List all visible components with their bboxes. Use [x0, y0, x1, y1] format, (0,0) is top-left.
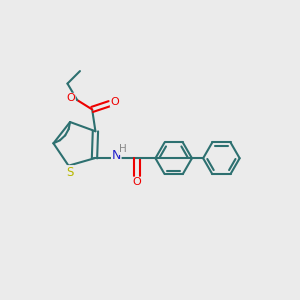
Text: H: H: [119, 144, 127, 154]
Text: O: O: [132, 177, 141, 188]
Text: S: S: [66, 166, 74, 179]
Text: O: O: [110, 97, 119, 107]
Text: N: N: [112, 149, 121, 162]
Text: O: O: [66, 93, 75, 103]
